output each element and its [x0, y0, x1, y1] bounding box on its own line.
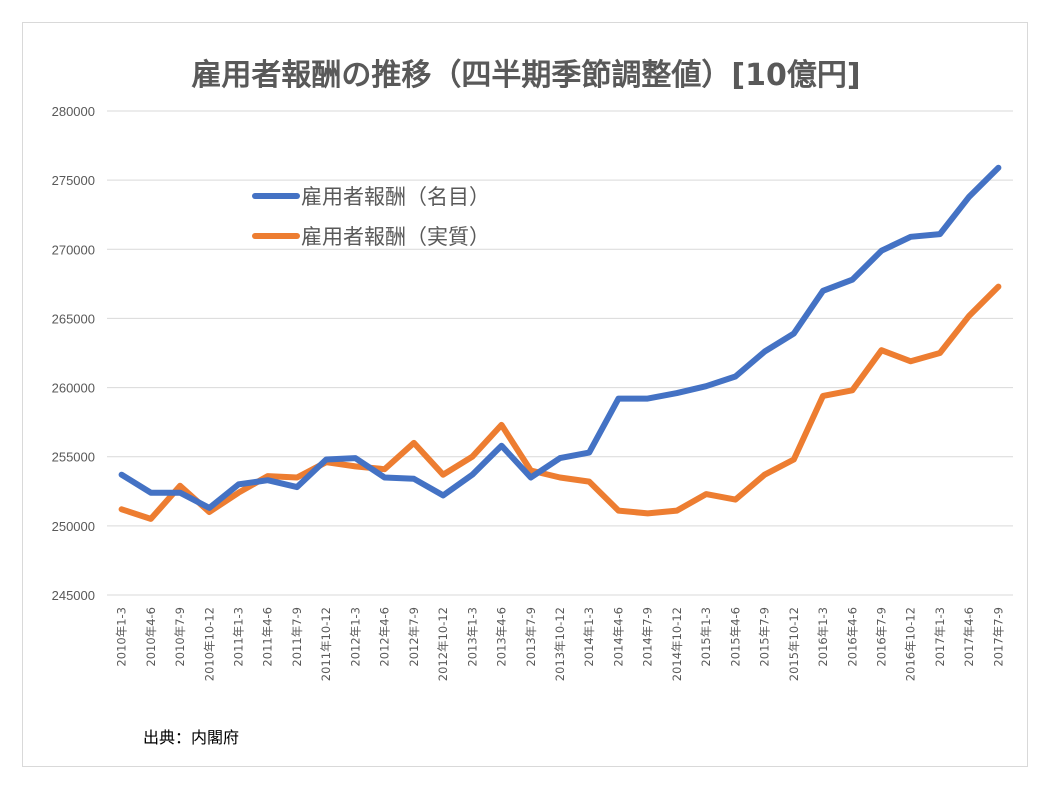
x-tick-label: 2017年1-3	[933, 607, 947, 667]
chart-title: 雇用者報酬の推移（四半期季節調整値）[10億円]	[191, 58, 860, 93]
y-axis-ticks: 245000 250000 255000 260000 265000 270000 2750…	[52, 104, 95, 603]
x-tick-label: 2014年10-12	[670, 607, 684, 681]
y-tick-label: 275000	[52, 173, 95, 188]
series-lines	[118, 164, 1002, 522]
x-tick-label: 2014年4-6	[611, 607, 625, 667]
source-note: 出典：内閣府	[143, 728, 239, 747]
y-tick-label: 255000	[52, 450, 95, 465]
x-tick-label: 2016年4-6	[845, 607, 859, 667]
x-tick-label: 2014年7-9	[641, 607, 655, 667]
x-tick-label: 2012年7-9	[407, 607, 421, 667]
y-tick-label: 250000	[52, 519, 95, 534]
x-tick-label: 2016年7-9	[874, 607, 888, 667]
chart-frame: 雇用者報酬の推移（四半期季節調整値）[10億円] 245000 250000 255…	[22, 22, 1028, 767]
x-tick-label: 2017年4-6	[962, 607, 976, 667]
x-tick-label: 2015年7-9	[758, 607, 772, 667]
series-line-real	[118, 283, 1002, 522]
x-tick-label: 2011年1-3	[232, 607, 246, 667]
x-tick-label: 2016年10-12	[904, 607, 918, 681]
x-tick-label: 2010年4-6	[144, 607, 158, 667]
x-tick-label: 2010年10-12	[202, 607, 216, 681]
legend-label: 雇用者報酬（名目）	[301, 185, 490, 209]
x-tick-label: 2014年1-3	[582, 607, 596, 667]
x-tick-label: 2011年4-6	[261, 607, 275, 667]
x-tick-label: 2012年1-3	[348, 607, 362, 667]
x-tick-label: 2012年4-6	[378, 607, 392, 667]
legend: 雇用者報酬（名目） 雇用者報酬（実質）	[252, 185, 490, 249]
x-tick-label: 2013年4-6	[495, 607, 509, 667]
x-tick-label: 2011年7-9	[290, 607, 304, 667]
y-tick-label: 270000	[52, 242, 95, 257]
x-tick-label: 2017年7-9	[991, 607, 1005, 667]
y-tick-label: 260000	[52, 381, 95, 396]
x-tick-label: 2013年10-12	[553, 607, 567, 681]
line-chart: 雇用者報酬の推移（四半期季節調整値）[10億円] 245000 250000 255…	[52, 58, 1013, 747]
y-tick-label: 245000	[52, 588, 95, 603]
x-tick-label: 2010年7-9	[173, 607, 187, 667]
x-tick-label: 2013年1-3	[465, 607, 479, 667]
legend-label: 雇用者報酬（実質）	[301, 225, 490, 249]
y-tick-label: 280000	[52, 104, 95, 119]
series-line-nominal	[118, 164, 1002, 511]
x-tick-label: 2015年4-6	[728, 607, 742, 667]
x-tick-label: 2016年1-3	[816, 607, 830, 667]
x-tick-label: 2010年1-3	[115, 607, 129, 667]
x-tick-label: 2015年10-12	[787, 607, 801, 681]
x-tick-label: 2015年1-3	[699, 607, 713, 667]
y-tick-label: 265000	[52, 311, 95, 326]
x-tick-label: 2013年7-9	[524, 607, 538, 667]
x-axis-ticks: 2010年1-3 2010年4-6 2010年7-9 2010年10-12 2011年1…	[115, 607, 1006, 681]
x-tick-label: 2012年10-12	[436, 607, 450, 681]
x-tick-label: 2011年10-12	[319, 607, 333, 681]
